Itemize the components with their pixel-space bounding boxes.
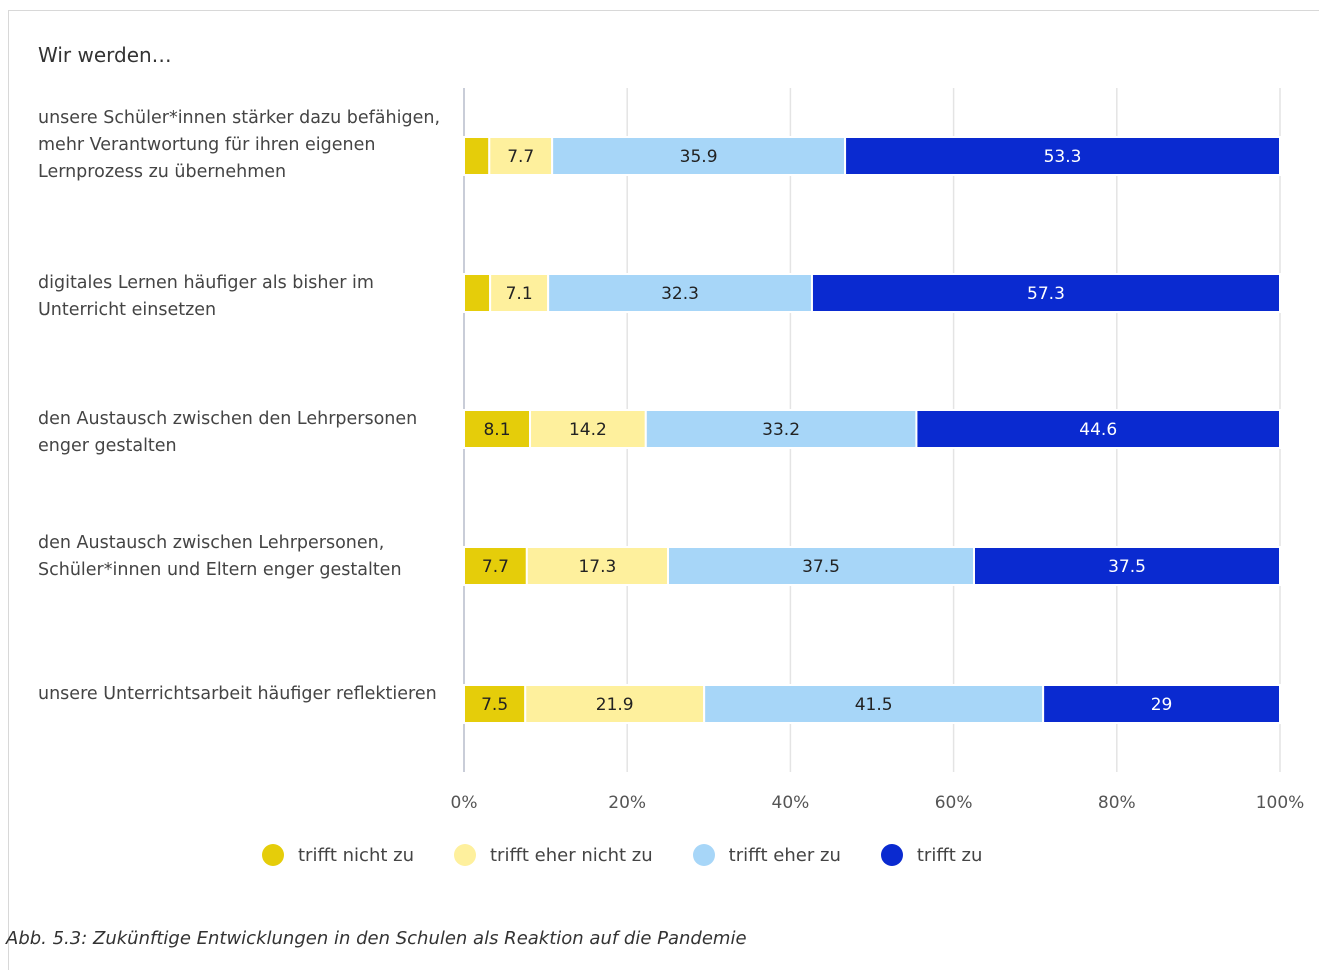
legend-item: trifft eher zu bbox=[692, 844, 841, 866]
legend: trifft nicht zu trifft eher nicht zu tri… bbox=[262, 840, 1022, 870]
data-label: 7.7 bbox=[507, 147, 534, 167]
bar-segment bbox=[488, 136, 554, 176]
data-label: 33.2 bbox=[762, 420, 800, 440]
bar-segment bbox=[551, 136, 847, 176]
category-label: digitales Lernen häufiger als bisher im … bbox=[38, 273, 374, 320]
legend-swatch-dot-icon bbox=[692, 844, 715, 866]
data-label: 35.9 bbox=[680, 147, 718, 167]
x-tick-label: 0% bbox=[451, 793, 478, 813]
data-label: 17.3 bbox=[578, 557, 616, 577]
data-label: 29 bbox=[1151, 695, 1173, 715]
data-label: 37.5 bbox=[802, 557, 840, 577]
legend-item: trifft nicht zu bbox=[262, 844, 414, 866]
data-label: 7.5 bbox=[481, 695, 508, 715]
figure-caption: Abb. 5.3: Zukünftige Entwicklungen in de… bbox=[6, 928, 747, 949]
legend-swatch-dot-icon bbox=[262, 844, 284, 866]
legend-label: trifft nicht zu bbox=[298, 844, 414, 866]
bar-segment bbox=[463, 409, 532, 449]
data-label: 57.3 bbox=[1027, 284, 1065, 304]
x-tick-label: 60% bbox=[935, 793, 973, 813]
bar-segment bbox=[644, 409, 918, 449]
data-label: 32.3 bbox=[661, 284, 699, 304]
data-label: 14.2 bbox=[569, 420, 607, 440]
x-tick-label: 40% bbox=[772, 793, 810, 813]
category-label: unsere Unterrichtsarbeit häufiger reflek… bbox=[38, 684, 437, 704]
bar-segment bbox=[463, 136, 491, 176]
data-label: 53.3 bbox=[1044, 147, 1082, 167]
chart-title: Wir werden… bbox=[38, 43, 172, 67]
legend-label: trifft eher zu bbox=[728, 844, 841, 866]
bar-segment bbox=[1042, 684, 1282, 724]
bar-segment bbox=[703, 684, 1045, 724]
bar-segment bbox=[915, 409, 1281, 449]
data-label: 21.9 bbox=[596, 695, 634, 715]
legend-swatch-dot-icon bbox=[880, 844, 903, 866]
category-label: unsere Schüler*innen stärker dazu befähi… bbox=[38, 108, 441, 182]
x-tick-label: 100% bbox=[1256, 793, 1305, 813]
data-label: 44.6 bbox=[1079, 420, 1117, 440]
bar-segment bbox=[667, 546, 975, 586]
data-label: 7.7 bbox=[482, 557, 509, 577]
data-label: 37.5 bbox=[1108, 557, 1146, 577]
bar-segment bbox=[973, 546, 1281, 586]
data-label: 7.1 bbox=[506, 284, 533, 304]
category-label: den Austausch zwischen Lehrpersonen, Sch… bbox=[38, 533, 402, 580]
legend-label: trifft eher nicht zu bbox=[490, 844, 653, 866]
data-label: 8.1 bbox=[483, 420, 510, 440]
bar-segment bbox=[463, 273, 492, 313]
legend-swatch-dot-icon bbox=[454, 844, 476, 866]
x-tick-label: 80% bbox=[1098, 793, 1136, 813]
x-tick-label: 20% bbox=[608, 793, 646, 813]
bar-segment bbox=[547, 273, 813, 313]
bar-segment bbox=[844, 136, 1282, 176]
chart-frame bbox=[8, 10, 1319, 970]
legend-item: trifft zu bbox=[880, 844, 983, 866]
legend-label: trifft zu bbox=[916, 844, 983, 866]
category-label: den Austausch zwischen den Lehrpersonen … bbox=[38, 409, 418, 456]
data-label: 41.5 bbox=[855, 695, 893, 715]
bar-segment bbox=[525, 546, 669, 586]
legend-item: trifft eher nicht zu bbox=[454, 844, 653, 866]
bar-segment bbox=[810, 273, 1282, 313]
